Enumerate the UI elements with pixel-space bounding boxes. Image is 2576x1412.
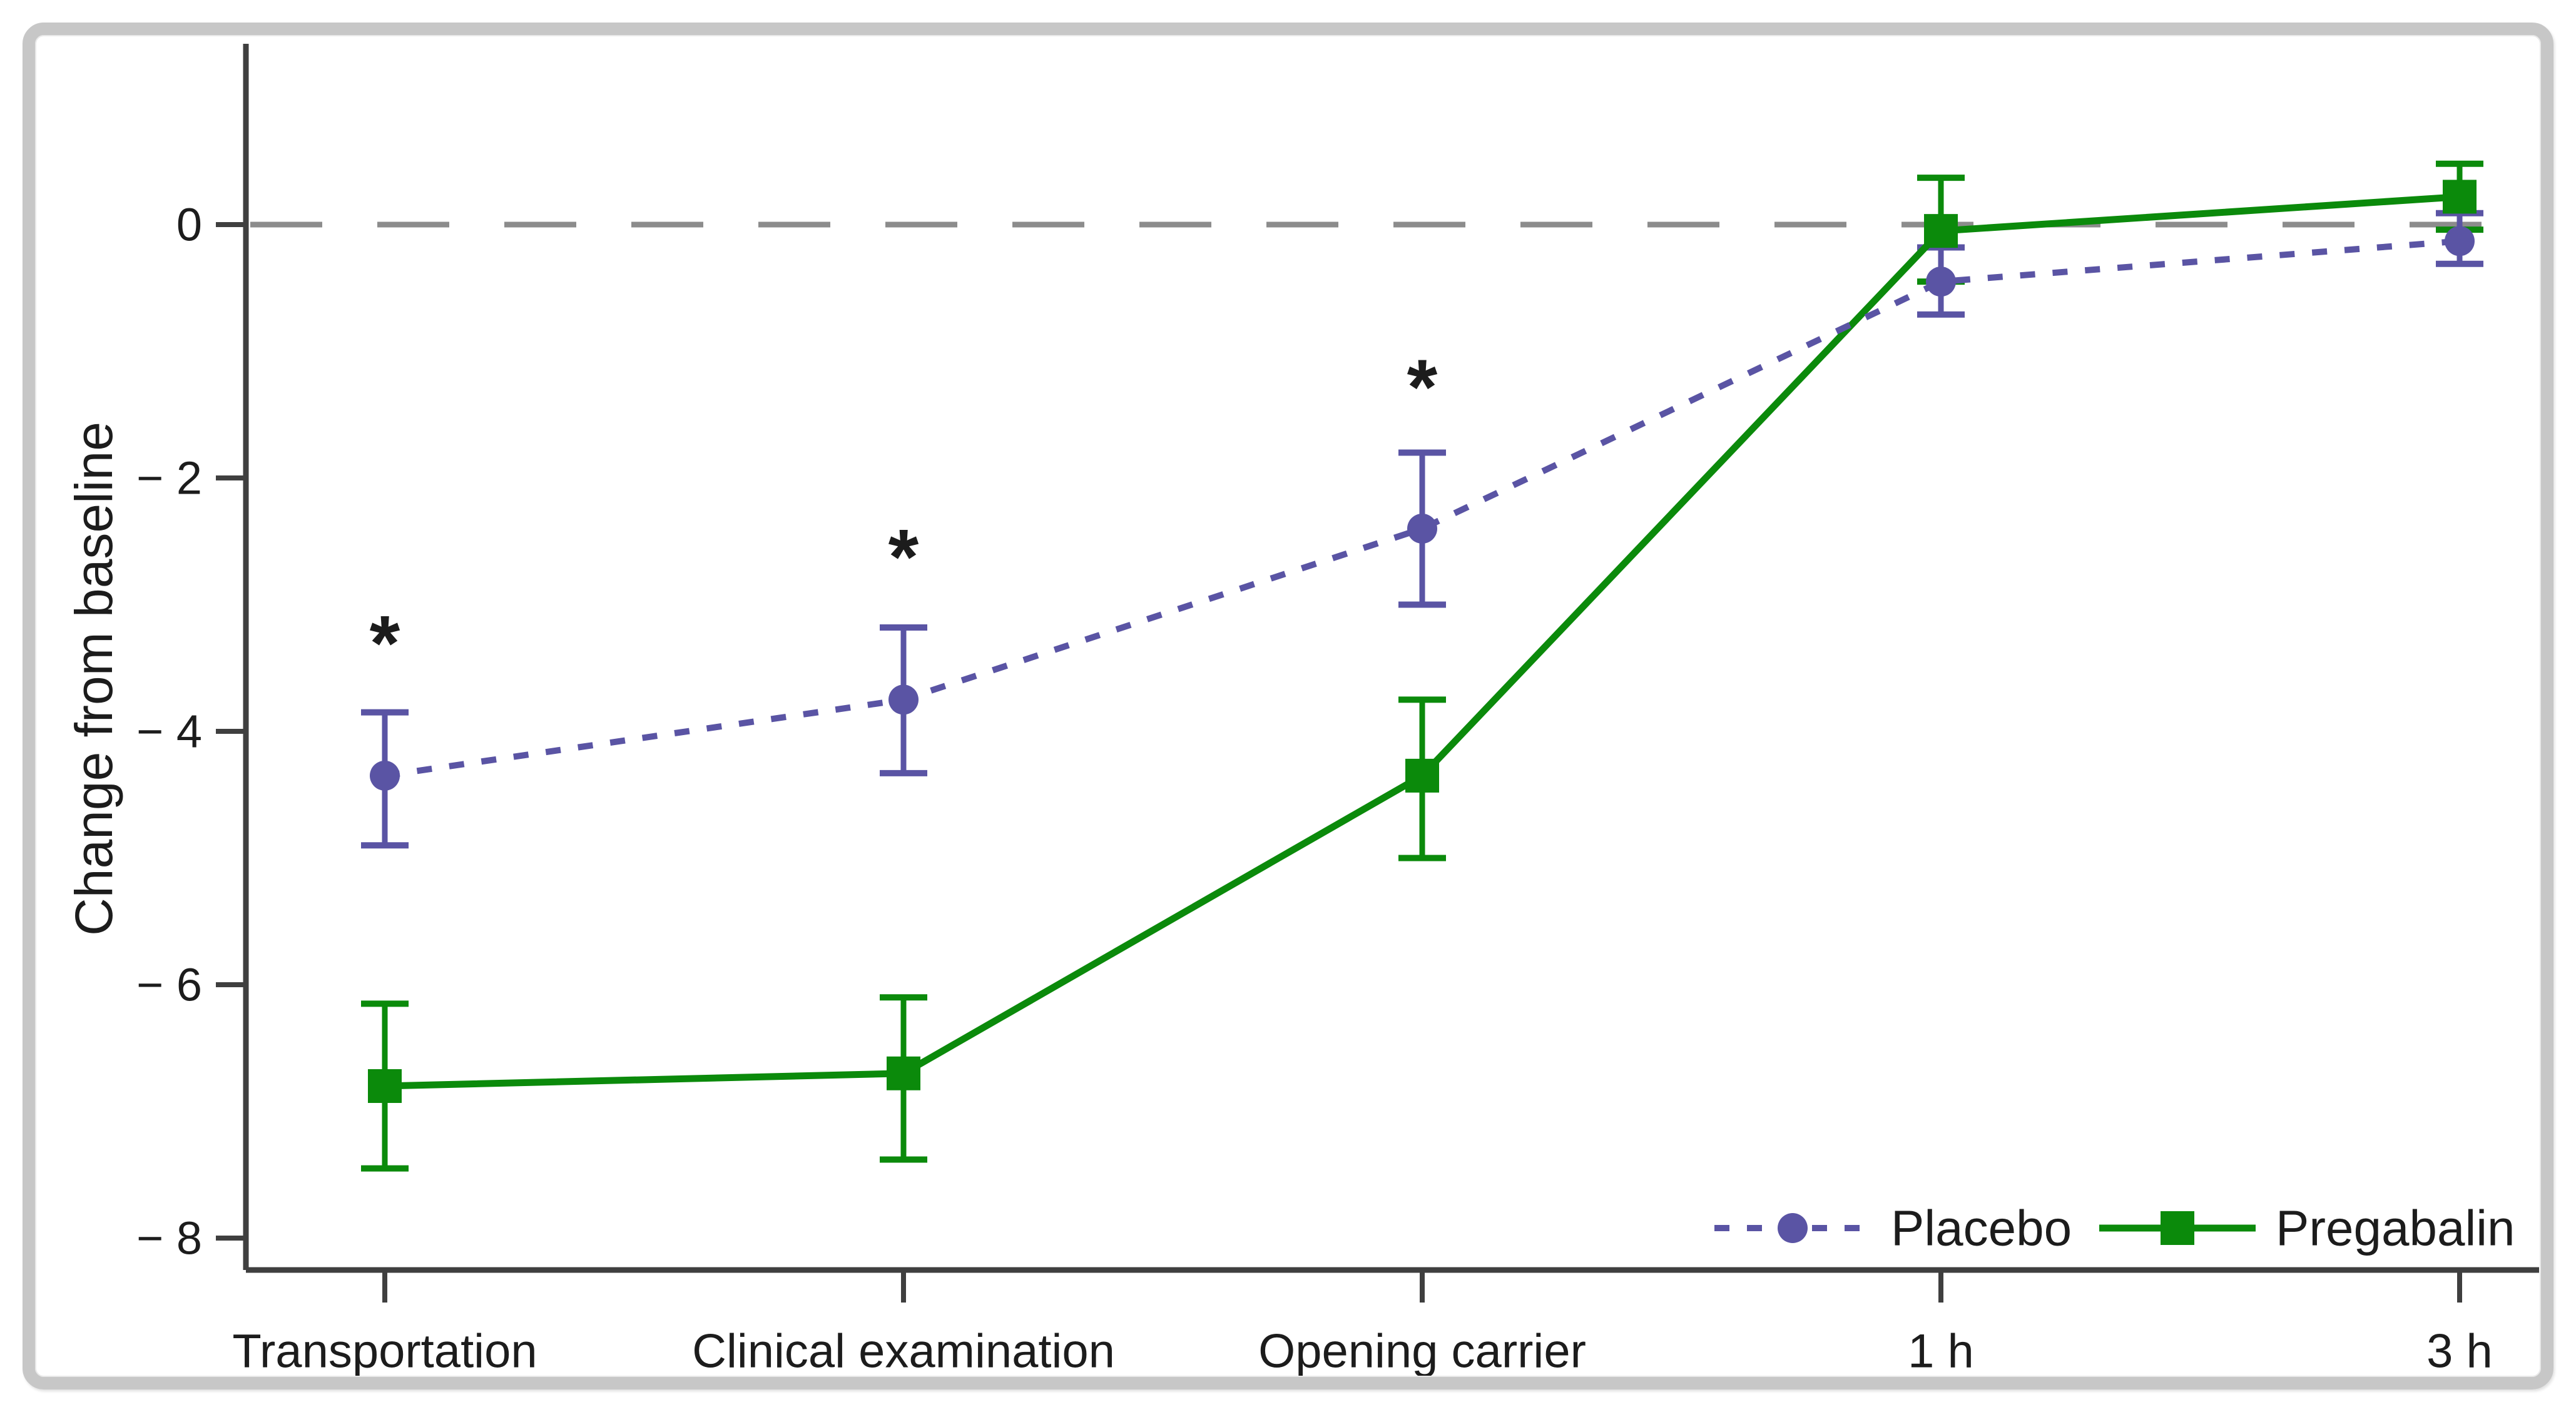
data-point-pregabalin xyxy=(368,1069,402,1103)
legend-marker-circle xyxy=(1778,1213,1808,1243)
legend-label: Placebo xyxy=(1891,1201,2072,1256)
series-pregabalin xyxy=(368,180,2477,1103)
data-point-placebo xyxy=(888,684,919,715)
x-category-label: Transportation xyxy=(232,1325,537,1378)
legend-marker-square xyxy=(2161,1211,2194,1245)
significance-asterisk: * xyxy=(1407,344,1438,431)
legend: Placebo Pregabalin xyxy=(1714,1201,2515,1256)
data-point-placebo xyxy=(1407,514,1437,544)
data-point-pregabalin xyxy=(1405,758,1439,793)
legend-label: Pregabalin xyxy=(2276,1201,2515,1256)
y-tick-label: − 4 xyxy=(136,706,202,758)
data-point-pregabalin xyxy=(1924,214,1958,248)
data-point-placebo xyxy=(370,760,400,791)
data-point-placebo xyxy=(2445,226,2475,256)
axes xyxy=(243,44,2539,1273)
error-bars-pregabalin xyxy=(361,160,2483,1172)
y-tick-label: − 6 xyxy=(136,959,202,1011)
series-line-pregabalin xyxy=(384,193,2460,1090)
significance-asterisk: * xyxy=(370,600,400,687)
x-category-label: 3 h xyxy=(2426,1325,2493,1378)
annotations: * * * xyxy=(370,344,1438,687)
y-axis-ticks: 0 − 2 − 4 − 6 − 8 xyxy=(136,199,246,1264)
data-point-pregabalin xyxy=(2443,180,2477,214)
y-tick-label: − 8 xyxy=(136,1212,202,1264)
x-category-label: 1 h xyxy=(1908,1325,1974,1378)
y-tick-label: − 2 xyxy=(136,452,202,504)
series-placebo xyxy=(370,226,2475,791)
legend-item-placebo: Placebo xyxy=(1714,1201,2072,1256)
significance-asterisk: * xyxy=(888,514,919,601)
x-axis-ticks: Transportation Clinical examination Openin… xyxy=(232,1270,2493,1378)
data-point-pregabalin xyxy=(887,1056,920,1090)
x-category-label: Opening carrier xyxy=(1258,1325,1586,1378)
legend-item-pregabalin: Pregabalin xyxy=(2099,1201,2515,1256)
x-category-label: Clinical examination xyxy=(692,1325,1115,1378)
data-point-placebo xyxy=(1926,267,1956,297)
y-axis-title: Change from baseline xyxy=(64,422,123,936)
y-tick-label: 0 xyxy=(176,199,202,251)
